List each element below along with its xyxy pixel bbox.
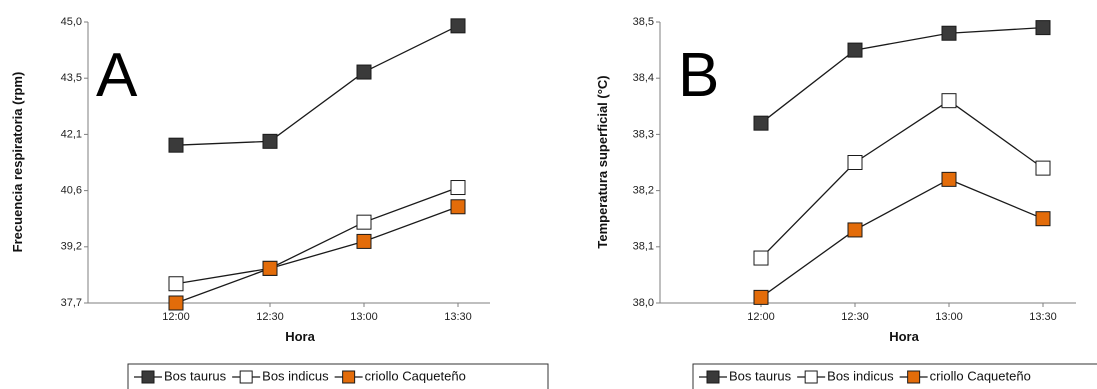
data-point — [356, 64, 372, 80]
legend-label: Bos indicus — [262, 368, 329, 383]
x-axis-title: Hora — [889, 329, 919, 344]
y-tick-label: 39,2 — [61, 241, 82, 253]
data-point — [941, 25, 957, 41]
data-point — [941, 171, 957, 187]
legend: Bos taurus Bos indicus criollo Caqueteño — [692, 363, 1097, 389]
data-point — [847, 42, 863, 58]
series-line — [760, 178, 1044, 298]
series-line — [175, 206, 459, 304]
legend-marker — [141, 370, 155, 384]
legend-marker — [239, 370, 253, 384]
data-point — [753, 289, 769, 305]
x-tick-label: 12:00 — [162, 311, 190, 323]
data-point — [262, 260, 278, 276]
data-point — [1035, 211, 1051, 227]
legend: Bos taurus Bos indicus criollo Caqueteño — [127, 363, 549, 389]
data-point — [1035, 20, 1051, 36]
legend-label: Bos indicus — [827, 368, 894, 383]
x-tick-label: 13:00 — [350, 311, 378, 323]
y-tick-label: 38,1 — [633, 241, 654, 253]
y-tick-label: 45,0 — [61, 16, 82, 28]
legend-label: criollo Caqueteño — [930, 368, 1031, 383]
data-point — [847, 155, 863, 170]
x-tick-label: 12:30 — [841, 311, 869, 323]
data-point — [941, 93, 957, 109]
y-tick-label: 42,1 — [61, 128, 82, 140]
legend-label: criollo Caqueteño — [365, 368, 466, 383]
legend-label: Bos taurus — [164, 368, 227, 383]
data-point — [262, 133, 278, 149]
y-axis-title: Temperatura superficial (°C) — [595, 75, 610, 248]
x-axis-title: Hora — [285, 329, 315, 344]
series-line — [760, 26, 1044, 124]
chart-panel-a: 37,7 39,2 40,6 42,1 43,5 45,0 12:00 12:30 13:00 1… — [10, 16, 549, 389]
data-point — [450, 180, 466, 196]
y-tick-label: 38,5 — [633, 16, 654, 28]
legend-box — [692, 363, 1097, 389]
legend-marker — [706, 370, 720, 384]
y-tick-label: 38,0 — [633, 297, 654, 309]
data-point — [356, 233, 372, 249]
data-point — [356, 214, 372, 230]
y-tick-label: 38,3 — [633, 128, 654, 140]
y-tick-label: 40,6 — [61, 185, 82, 197]
series-line — [760, 99, 1044, 259]
series-line — [175, 186, 459, 285]
x-tick-label: 13:30 — [444, 311, 472, 323]
data-point — [1035, 160, 1051, 176]
data-point — [168, 137, 184, 153]
y-tick-label: 43,5 — [61, 72, 82, 84]
legend-marker — [342, 370, 356, 384]
legend-label: Bos taurus — [729, 368, 792, 383]
data-point — [753, 115, 769, 131]
panel-label: A — [96, 41, 138, 110]
y-tick-label: 38,4 — [633, 72, 654, 84]
series-line — [175, 25, 459, 146]
data-point — [168, 295, 184, 311]
x-tick-label: 12:30 — [256, 311, 284, 323]
x-tick-label: 12:00 — [747, 311, 775, 323]
data-point — [847, 222, 863, 238]
data-point — [450, 199, 466, 215]
legend-marker — [804, 370, 818, 384]
x-tick-label: 13:30 — [1029, 311, 1057, 323]
chart-panel-b: 38,0 38,1 38,2 38,3 38,4 38,5 12:00 12:30 13:00 1… — [595, 16, 1097, 389]
panel-label: B — [678, 41, 719, 110]
data-point — [450, 18, 466, 34]
y-tick-label: 38,2 — [633, 185, 654, 197]
y-axis-title: Frecuencia respiratoria (rpm) — [10, 72, 25, 253]
y-tick-label: 37,7 — [61, 297, 82, 309]
x-tick-label: 13:00 — [935, 311, 963, 323]
legend-marker — [907, 370, 921, 384]
data-point — [168, 276, 184, 292]
data-point — [753, 250, 769, 266]
